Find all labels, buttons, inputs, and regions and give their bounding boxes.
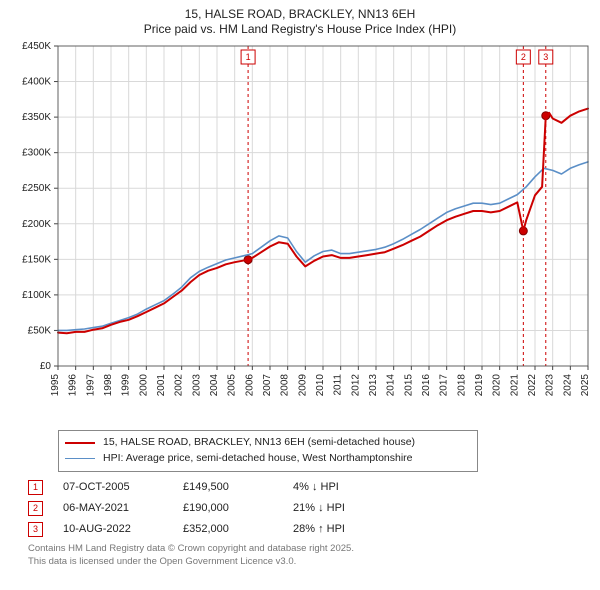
event-price: £352,000 bbox=[183, 523, 273, 535]
event-delta: 21% ↓ HPI bbox=[293, 502, 383, 514]
events-table: 1 07-OCT-2005 £149,500 4% ↓ HPI 2 06-MAY… bbox=[28, 480, 600, 537]
svg-text:£100K: £100K bbox=[22, 290, 51, 301]
footer-line1: Contains HM Land Registry data © Crown c… bbox=[28, 543, 600, 556]
svg-text:2008: 2008 bbox=[280, 374, 291, 397]
svg-text:1999: 1999 bbox=[121, 374, 132, 397]
svg-text:2004: 2004 bbox=[209, 374, 220, 397]
event-price: £149,500 bbox=[183, 481, 273, 493]
svg-text:2024: 2024 bbox=[562, 374, 573, 397]
svg-text:2012: 2012 bbox=[350, 374, 361, 397]
svg-text:2013: 2013 bbox=[368, 374, 379, 397]
svg-text:2017: 2017 bbox=[439, 374, 450, 397]
svg-text:2011: 2011 bbox=[333, 374, 344, 396]
svg-text:2018: 2018 bbox=[456, 374, 467, 397]
legend-label-hpi: HPI: Average price, semi-detached house,… bbox=[103, 451, 413, 467]
svg-text:£250K: £250K bbox=[22, 183, 51, 194]
legend-swatch-hpi bbox=[65, 458, 95, 459]
svg-text:2006: 2006 bbox=[244, 374, 255, 397]
event-delta: 4% ↓ HPI bbox=[293, 481, 383, 493]
event-badge-2-num: 2 bbox=[33, 503, 38, 513]
event-row: 1 07-OCT-2005 £149,500 4% ↓ HPI bbox=[28, 480, 600, 495]
legend: 15, HALSE ROAD, BRACKLEY, NN13 6EH (semi… bbox=[58, 430, 478, 472]
svg-text:2000: 2000 bbox=[138, 374, 149, 397]
event-badge-1: 1 bbox=[28, 480, 43, 495]
event-badge-1-num: 1 bbox=[33, 482, 38, 492]
svg-text:2025: 2025 bbox=[580, 374, 591, 397]
svg-text:2015: 2015 bbox=[403, 374, 414, 397]
chart-svg: £0 £50K £100K £150K £200K £250K £300K £350K £400… bbox=[0, 36, 600, 426]
svg-text:2021: 2021 bbox=[509, 374, 520, 397]
svg-text:1998: 1998 bbox=[103, 374, 114, 397]
svg-text:2: 2 bbox=[521, 52, 526, 62]
svg-text:2014: 2014 bbox=[386, 374, 397, 397]
svg-text:2001: 2001 bbox=[156, 374, 167, 397]
svg-text:£400K: £400K bbox=[22, 77, 51, 88]
svg-text:£300K: £300K bbox=[22, 148, 51, 159]
footer-line2: This data is licensed under the Open Gov… bbox=[28, 556, 600, 569]
legend-row-hpi: HPI: Average price, semi-detached house,… bbox=[65, 451, 471, 467]
svg-text:1: 1 bbox=[246, 52, 251, 62]
event-row: 3 10-AUG-2022 £352,000 28% ↑ HPI bbox=[28, 522, 600, 537]
svg-text:2010: 2010 bbox=[315, 374, 326, 397]
svg-text:2023: 2023 bbox=[545, 374, 556, 397]
svg-text:1996: 1996 bbox=[68, 374, 79, 397]
svg-text:2016: 2016 bbox=[421, 374, 432, 397]
chart-area: £0 £50K £100K £150K £200K £250K £300K £350K £400… bbox=[0, 36, 600, 426]
event-badge-3-num: 3 bbox=[33, 524, 38, 534]
svg-text:£450K: £450K bbox=[22, 41, 51, 52]
legend-row-price-paid: 15, HALSE ROAD, BRACKLEY, NN13 6EH (semi… bbox=[65, 435, 471, 451]
event-delta: 28% ↑ HPI bbox=[293, 523, 383, 535]
legend-label-price-paid: 15, HALSE ROAD, BRACKLEY, NN13 6EH (semi… bbox=[103, 435, 415, 451]
svg-text:1995: 1995 bbox=[50, 374, 61, 397]
svg-text:£350K: £350K bbox=[22, 112, 51, 123]
svg-text:2005: 2005 bbox=[227, 374, 238, 397]
event-price: £190,000 bbox=[183, 502, 273, 514]
legend-swatch-price-paid bbox=[65, 442, 95, 444]
event-date: 06-MAY-2021 bbox=[63, 502, 163, 514]
chart-title-line1: 15, HALSE ROAD, BRACKLEY, NN13 6EH bbox=[0, 0, 600, 22]
event-badge-3: 3 bbox=[28, 522, 43, 537]
svg-text:1997: 1997 bbox=[85, 374, 96, 397]
chart-title-line2: Price paid vs. HM Land Registry's House … bbox=[0, 22, 600, 36]
svg-text:2007: 2007 bbox=[262, 374, 273, 397]
svg-text:2002: 2002 bbox=[174, 374, 185, 397]
svg-text:2020: 2020 bbox=[492, 374, 503, 397]
event-date: 07-OCT-2005 bbox=[63, 481, 163, 493]
event-date: 10-AUG-2022 bbox=[63, 523, 163, 535]
svg-text:£150K: £150K bbox=[22, 255, 51, 266]
svg-text:£50K: £50K bbox=[28, 326, 52, 337]
svg-text:£0: £0 bbox=[40, 361, 52, 372]
footer: Contains HM Land Registry data © Crown c… bbox=[28, 543, 600, 569]
svg-text:2009: 2009 bbox=[297, 374, 308, 397]
svg-text:2022: 2022 bbox=[527, 374, 538, 397]
svg-text:3: 3 bbox=[543, 52, 548, 62]
page-container: 15, HALSE ROAD, BRACKLEY, NN13 6EH Price… bbox=[0, 0, 600, 590]
svg-text:2003: 2003 bbox=[191, 374, 202, 397]
svg-text:£200K: £200K bbox=[22, 219, 51, 230]
svg-text:2019: 2019 bbox=[474, 374, 485, 397]
event-row: 2 06-MAY-2021 £190,000 21% ↓ HPI bbox=[28, 501, 600, 516]
event-badge-2: 2 bbox=[28, 501, 43, 516]
